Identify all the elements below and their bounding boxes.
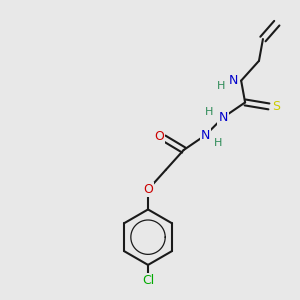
Text: H: H — [205, 107, 214, 117]
Text: H: H — [214, 138, 223, 148]
Text: N: N — [201, 129, 210, 142]
Text: O: O — [154, 130, 164, 142]
Text: N: N — [229, 74, 238, 87]
Text: O: O — [143, 183, 153, 196]
Text: S: S — [272, 100, 280, 113]
Text: Cl: Cl — [142, 274, 154, 287]
Text: N: N — [219, 111, 228, 124]
Text: H: H — [217, 81, 226, 91]
